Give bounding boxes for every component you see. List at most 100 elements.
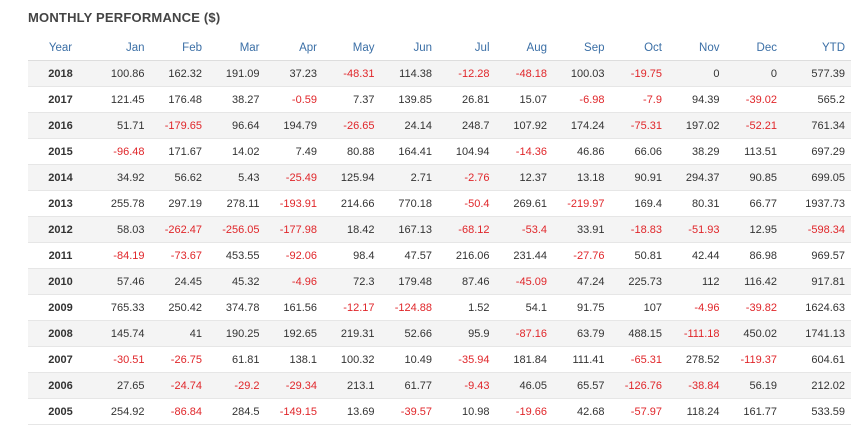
value-cell: 139.85	[380, 86, 438, 113]
value-cell: 533.59	[783, 398, 851, 425]
value-cell: -0.59	[265, 86, 323, 113]
value-cell: 13.69	[323, 398, 381, 425]
value-cell: -38.84	[668, 372, 726, 399]
value-cell: -51.93	[668, 216, 726, 243]
value-cell: 98.4	[323, 242, 381, 269]
value-cell: 80.31	[668, 190, 726, 217]
value-cell: 214.66	[323, 190, 381, 217]
value-cell: 13.18	[553, 164, 611, 191]
value-cell: 12.37	[495, 164, 553, 191]
value-cell: -84.19	[93, 242, 151, 269]
monthly-performance-panel: MONTHLY PERFORMANCE ($) Year Jan Feb Mar Apr…	[28, 10, 851, 425]
value-cell: 174.24	[553, 112, 611, 139]
year-cell: 2014	[28, 164, 93, 191]
value-cell: 190.25	[208, 320, 266, 347]
value-cell: 111.41	[553, 346, 611, 373]
column-header-year: Year	[28, 36, 93, 61]
value-cell: 7.49	[265, 138, 323, 165]
value-cell: 46.05	[495, 372, 553, 399]
year-cell: 2017	[28, 86, 93, 113]
table-row: 2009 765.33 250.42 374.78 161.56 -12.17 -124.8…	[28, 294, 851, 321]
value-cell: 34.92	[93, 164, 151, 191]
value-cell: 0	[668, 60, 726, 87]
column-header-jan: Jan	[93, 36, 151, 61]
value-cell: 10.98	[438, 398, 496, 425]
value-cell: -9.43	[438, 372, 496, 399]
value-cell: 51.71	[93, 112, 151, 139]
table-header-row: Year Jan Feb Mar Apr May Jun Jul Aug Sep Oct Nov Dec…	[28, 36, 851, 61]
column-header-dec: Dec	[725, 36, 783, 61]
value-cell: 167.13	[380, 216, 438, 243]
value-cell: 191.09	[208, 60, 266, 87]
value-cell: 197.02	[668, 112, 726, 139]
value-cell: 255.78	[93, 190, 151, 217]
year-cell: 2018	[28, 60, 93, 87]
value-cell: -86.84	[150, 398, 208, 425]
value-cell: 94.39	[668, 86, 726, 113]
value-cell: -12.17	[323, 294, 381, 321]
value-cell: 114.38	[380, 60, 438, 87]
value-cell: -50.4	[438, 190, 496, 217]
value-cell: -39.57	[380, 398, 438, 425]
value-cell: -27.76	[553, 242, 611, 269]
value-cell: -39.82	[725, 294, 783, 321]
value-cell: -92.06	[265, 242, 323, 269]
table-row: 2018 100.86 162.32 191.09 37.23 -48.31 114.38-…	[28, 60, 851, 87]
column-header-sep: Sep	[553, 36, 611, 61]
value-cell: 96.64	[208, 112, 266, 139]
table-body: 2018 100.86 162.32 191.09 37.23 -48.31 114.38-…	[28, 60, 851, 425]
value-cell: 278.11	[208, 190, 266, 217]
value-cell: -12.28	[438, 60, 496, 87]
value-cell: -262.47	[150, 216, 208, 243]
performance-table: Year Jan Feb Mar Apr May Jun Jul Aug Sep Oct Nov Dec…	[28, 36, 851, 425]
value-cell: 125.94	[323, 164, 381, 191]
value-cell: 38.29	[668, 138, 726, 165]
value-cell: 176.48	[150, 86, 208, 113]
column-header-jun: Jun	[380, 36, 438, 61]
value-cell: 61.81	[208, 346, 266, 373]
value-cell: 219.31	[323, 320, 381, 347]
value-cell: -124.88	[380, 294, 438, 321]
value-cell: 41	[150, 320, 208, 347]
value-cell: 770.18	[380, 190, 438, 217]
value-cell: 52.66	[380, 320, 438, 347]
year-cell: 2007	[28, 346, 93, 373]
value-cell: 225.73	[610, 268, 668, 295]
value-cell: 66.06	[610, 138, 668, 165]
value-cell: -25.49	[265, 164, 323, 191]
value-cell: -75.31	[610, 112, 668, 139]
value-cell: -14.36	[495, 138, 553, 165]
value-cell: -48.31	[323, 60, 381, 87]
value-cell: 107	[610, 294, 668, 321]
value-cell: 14.02	[208, 138, 266, 165]
value-cell: 0	[725, 60, 783, 87]
value-cell: 250.42	[150, 294, 208, 321]
value-cell: 27.65	[93, 372, 151, 399]
year-cell: 2009	[28, 294, 93, 321]
value-cell: -193.91	[265, 190, 323, 217]
value-cell: 2.71	[380, 164, 438, 191]
value-cell: 12.95	[725, 216, 783, 243]
value-cell: 765.33	[93, 294, 151, 321]
value-cell: 181.84	[495, 346, 553, 373]
value-cell: -26.75	[150, 346, 208, 373]
value-cell: 453.55	[208, 242, 266, 269]
value-cell: 80.88	[323, 138, 381, 165]
value-cell: 1937.73	[783, 190, 851, 217]
table-row: 2013 255.78 297.19 278.11 -193.91 214.66 770.1…	[28, 190, 851, 217]
value-cell: 164.41	[380, 138, 438, 165]
value-cell: 56.62	[150, 164, 208, 191]
value-cell: 57.46	[93, 268, 151, 295]
value-cell: 5.43	[208, 164, 266, 191]
panel-title: MONTHLY PERFORMANCE ($)	[28, 10, 221, 25]
value-cell: 7.37	[323, 86, 381, 113]
table-row: 2006 27.65 -24.74 -29.2 -29.34 213.1 61.77 -9.4…	[28, 372, 851, 399]
value-cell: 118.24	[668, 398, 726, 425]
value-cell: 100.03	[553, 60, 611, 87]
value-cell: 192.65	[265, 320, 323, 347]
table-row: 2015 -96.48 171.67 14.02 7.49 80.88 164.41 104.…	[28, 138, 851, 165]
value-cell: 63.79	[553, 320, 611, 347]
year-cell: 2011	[28, 242, 93, 269]
value-cell: -35.94	[438, 346, 496, 373]
column-header-aug: Aug	[495, 36, 553, 61]
